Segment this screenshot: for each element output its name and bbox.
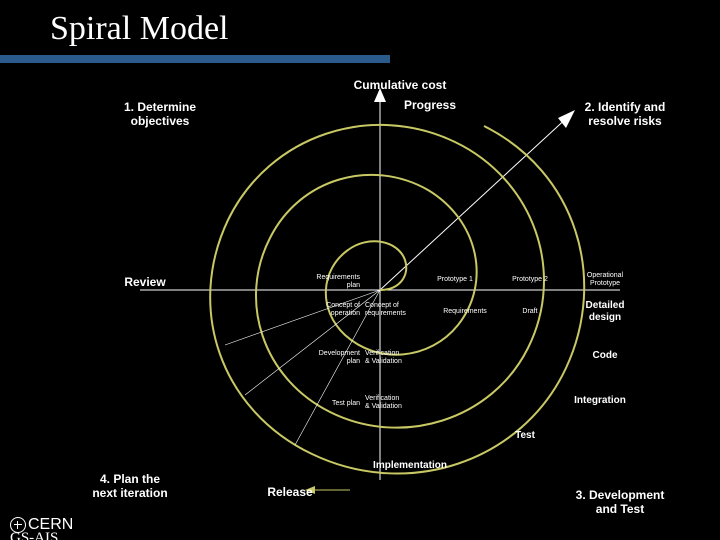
- proto1-label: Prototype 1: [425, 276, 485, 284]
- requirements-label: Requirements: [430, 308, 500, 316]
- test-plan-label: Test plan: [300, 400, 360, 408]
- draft-label: Draft: [510, 308, 550, 316]
- footer-dept: GS-AIS: [10, 530, 58, 540]
- integration-label: Integration: [555, 395, 645, 407]
- q4-label: 4. Plan the next iteration: [75, 472, 185, 501]
- test-label: Test: [495, 430, 555, 442]
- dev-plan-label: Development plan: [290, 350, 360, 367]
- q2-label: 2. Identify and resolve risks: [560, 100, 690, 129]
- progress-line: [380, 115, 570, 290]
- q3-label: 3. Development and Test: [550, 488, 690, 517]
- concept-req-label: Concept of requirements: [365, 302, 435, 319]
- concept-op-label: Concept of operation: [290, 302, 360, 319]
- implementation-label: Implementation: [350, 460, 470, 472]
- cumulative-cost-label: Cumulative cost: [340, 78, 460, 92]
- progress-label: Progress: [390, 98, 470, 112]
- release-label: Release: [250, 485, 330, 499]
- op-proto-label: Operational Prototype: [570, 272, 640, 289]
- detailed-design-label: Detailed design: [570, 300, 640, 324]
- code-label: Code: [575, 350, 635, 362]
- req-plan-label: Requirements plan: [290, 274, 360, 291]
- q1-label: 1. Determine objectives: [105, 100, 215, 129]
- proto2-label: Prototype 2: [500, 276, 560, 284]
- spiral-path: [210, 125, 584, 474]
- slide-title: Spiral Model: [50, 10, 228, 48]
- verif2-label: Verification & Validation: [365, 395, 435, 412]
- verif1-label: Verification & Validation: [365, 350, 435, 367]
- footer-org: CERN GS-AIS: [10, 516, 73, 534]
- review-label: Review: [105, 275, 185, 289]
